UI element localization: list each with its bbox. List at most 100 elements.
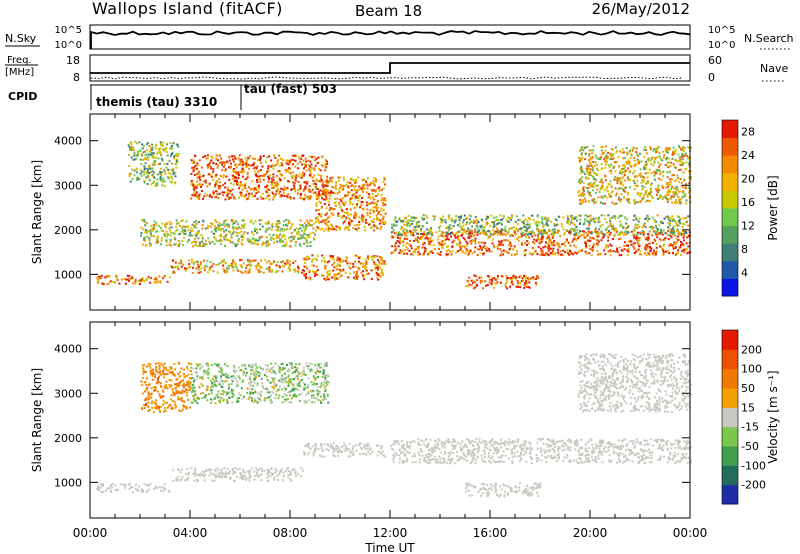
echo-cell bbox=[607, 225, 610, 228]
echo-cell bbox=[232, 226, 235, 229]
echo-cell bbox=[544, 245, 547, 248]
echo-cell bbox=[206, 185, 209, 188]
echo-cell bbox=[278, 178, 281, 180]
echo-cell bbox=[465, 251, 468, 254]
echo-cell bbox=[618, 246, 621, 249]
echo-cell bbox=[682, 248, 685, 251]
echo-cell bbox=[244, 270, 247, 273]
echo-cell bbox=[644, 192, 647, 195]
echo-cell bbox=[391, 226, 394, 229]
echo-cell bbox=[265, 244, 268, 247]
echo-cell bbox=[194, 164, 197, 167]
echo-cell bbox=[129, 180, 132, 183]
echo-cell bbox=[273, 241, 275, 244]
echo-cell bbox=[619, 200, 622, 203]
echo-cell bbox=[240, 473, 243, 476]
echo-cell bbox=[302, 189, 305, 192]
echo-cell bbox=[262, 242, 265, 245]
echo-cell bbox=[342, 197, 344, 200]
echo-cell bbox=[667, 249, 670, 252]
echo-cell bbox=[249, 239, 252, 242]
echo-cell bbox=[197, 230, 200, 232]
echo-cell bbox=[338, 258, 341, 261]
echo-cell bbox=[206, 194, 209, 197]
echo-cell bbox=[356, 196, 359, 199]
echo-cell bbox=[412, 229, 415, 232]
echo-cell bbox=[524, 275, 527, 278]
echo-cell bbox=[650, 190, 652, 193]
echo-cell bbox=[324, 266, 327, 269]
echo-cell bbox=[623, 171, 626, 174]
echo-cell bbox=[375, 263, 378, 266]
echo-cell bbox=[689, 178, 692, 181]
echo-cell bbox=[210, 167, 213, 170]
echo-cell bbox=[614, 250, 617, 253]
echo-cell bbox=[284, 188, 287, 191]
echo-cell bbox=[325, 182, 328, 185]
echo-cell bbox=[644, 161, 647, 163]
echo-cell bbox=[206, 259, 209, 262]
echo-cell bbox=[242, 163, 245, 166]
echo-cell bbox=[129, 147, 132, 150]
echo-cell bbox=[354, 260, 357, 263]
echo-cell bbox=[154, 160, 157, 163]
echo-cell bbox=[268, 198, 271, 201]
echo-cell bbox=[164, 223, 167, 226]
echo-cell bbox=[666, 165, 669, 168]
echo-cell bbox=[326, 276, 329, 279]
echo-cell bbox=[657, 169, 660, 172]
echo-cell bbox=[497, 222, 500, 225]
echo-cell bbox=[669, 243, 672, 245]
echo-cell bbox=[617, 198, 620, 201]
echo-cell bbox=[347, 229, 350, 232]
echo-cell bbox=[161, 486, 164, 489]
echo-cell bbox=[155, 278, 158, 281]
echo-cell bbox=[311, 156, 313, 159]
echo-cell bbox=[312, 231, 315, 234]
echo-cell bbox=[605, 154, 608, 157]
echo-cell bbox=[195, 187, 198, 189]
echo-cell bbox=[271, 223, 274, 225]
echo-cell bbox=[261, 197, 264, 200]
echo-cell bbox=[537, 246, 540, 248]
echo-cell bbox=[684, 193, 687, 196]
echo-cell bbox=[210, 265, 213, 268]
echo-cell bbox=[200, 190, 203, 192]
echo-cell bbox=[155, 223, 158, 226]
echo-cell bbox=[175, 162, 178, 165]
echo-cell bbox=[581, 191, 584, 194]
echo-cell bbox=[684, 217, 687, 219]
echo-cell bbox=[146, 167, 149, 170]
echo-cell bbox=[604, 218, 607, 221]
echo-cell bbox=[510, 281, 513, 284]
echo-cell bbox=[587, 230, 590, 233]
echo-cell bbox=[338, 264, 341, 267]
echo-cell bbox=[659, 196, 662, 199]
echo-cell bbox=[423, 230, 426, 233]
echo-cell bbox=[619, 224, 622, 227]
echo-cell bbox=[357, 199, 360, 202]
echo-cell bbox=[235, 166, 238, 169]
echo-cell bbox=[137, 489, 140, 492]
echo-cell bbox=[621, 214, 623, 217]
echo-cell bbox=[528, 225, 531, 228]
echo-cell bbox=[288, 269, 291, 272]
echo-cell bbox=[569, 232, 572, 235]
echo-cell bbox=[305, 226, 308, 229]
echo-cell bbox=[551, 229, 554, 232]
echo-cell bbox=[197, 221, 200, 224]
echo-cell bbox=[149, 232, 152, 235]
echo-cell bbox=[169, 223, 172, 226]
echo-cell bbox=[460, 228, 463, 231]
echo-cell bbox=[236, 183, 239, 186]
echo-cell bbox=[672, 225, 675, 228]
echo-cell bbox=[266, 468, 269, 471]
echo-cell bbox=[430, 227, 432, 230]
echo-cell bbox=[494, 278, 497, 281]
echo-cell bbox=[621, 184, 624, 187]
echo-cell bbox=[421, 217, 424, 219]
echo-cell bbox=[682, 239, 685, 242]
echo-cell bbox=[626, 177, 629, 180]
echo-cell bbox=[365, 269, 368, 272]
echo-cell bbox=[228, 470, 231, 473]
